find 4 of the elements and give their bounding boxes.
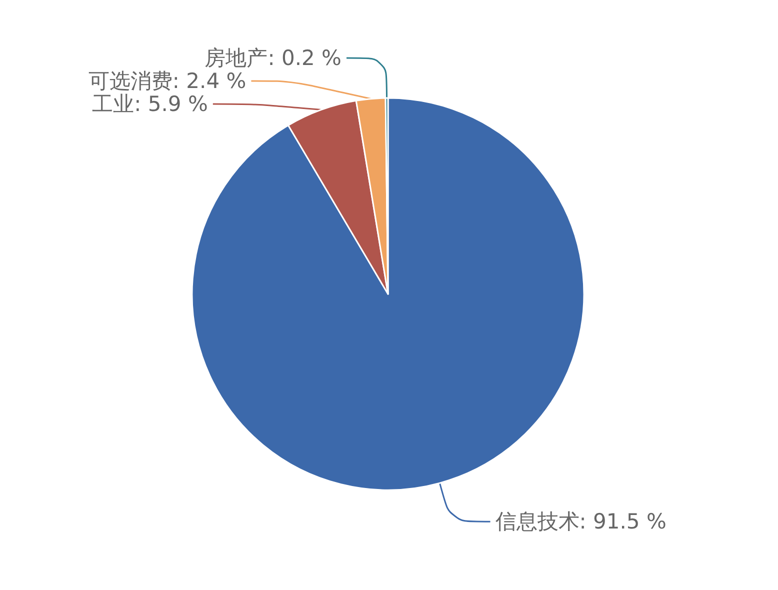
slice-label: 房地产: 0.2 % bbox=[204, 46, 342, 70]
slice-label: 信息技术: 91.5 % bbox=[495, 510, 666, 534]
slice-label: 工业: 5.9 % bbox=[92, 92, 208, 116]
slice-label: 可选消费: 2.4 % bbox=[88, 69, 246, 94]
